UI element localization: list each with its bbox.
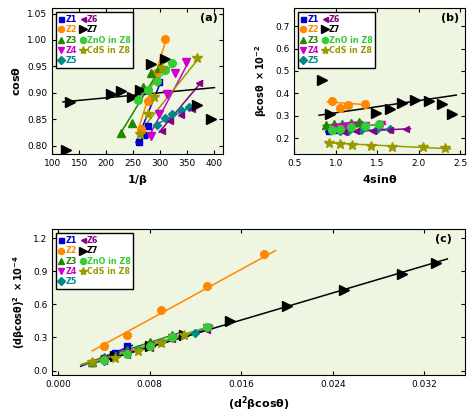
Y-axis label: $\mathbf{\beta cos\theta\ \times10^{-2}}$: $\mathbf{\beta cos\theta\ \times10^{-2}}… bbox=[254, 45, 269, 117]
X-axis label: $\mathbf{(d^2\beta cos\theta)}$: $\mathbf{(d^2\beta cos\theta)}$ bbox=[228, 394, 289, 412]
X-axis label: $\mathbf{4sin\theta}$: $\mathbf{4sin\theta}$ bbox=[362, 173, 397, 185]
Legend: Z1, Z2, Z3, Z4, Z5, Z6, Z7, ZnO in Z8, CdS in Z8: Z1, Z2, Z3, Z4, Z5, Z6, Z7, ZnO in Z8, C… bbox=[56, 12, 133, 68]
Text: (c): (c) bbox=[435, 234, 452, 244]
Y-axis label: $\mathbf{(d\beta cos\theta)^2\ \times10^{-4}}$: $\mathbf{(d\beta cos\theta)^2\ \times10^… bbox=[11, 255, 27, 349]
Legend: Z1, Z2, Z3, Z4, Z5, Z6, Z7, ZnO in Z8, CdS in Z8: Z1, Z2, Z3, Z4, Z5, Z6, Z7, ZnO in Z8, C… bbox=[56, 234, 133, 289]
Text: (b): (b) bbox=[441, 13, 459, 23]
Text: (a): (a) bbox=[200, 13, 218, 23]
X-axis label: $\mathbf{1/\beta}$: $\mathbf{1/\beta}$ bbox=[127, 173, 148, 187]
Legend: Z1, Z2, Z3, Z4, Z5, Z6, Z7, ZnO in Z8, CdS in Z8: Z1, Z2, Z3, Z4, Z5, Z6, Z7, ZnO in Z8, C… bbox=[298, 12, 375, 68]
Y-axis label: $\mathbf{cos\theta}$: $\mathbf{cos\theta}$ bbox=[9, 66, 22, 96]
